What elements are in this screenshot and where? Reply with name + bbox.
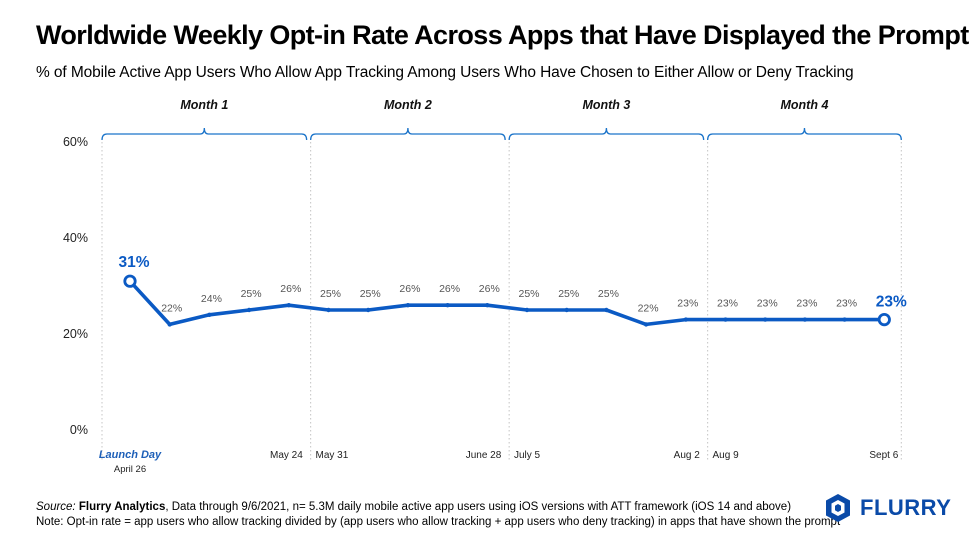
y-tick-label: 40% [63, 231, 88, 245]
data-label: 26% [399, 283, 420, 295]
data-point [207, 312, 212, 317]
data-point [723, 317, 728, 322]
month-bracket [508, 127, 705, 141]
data-label: 25% [598, 288, 619, 300]
data-label: 23% [717, 298, 738, 310]
data-label: 26% [439, 283, 460, 295]
y-tick-label: 60% [63, 135, 88, 149]
chart-subtitle: % of Mobile Active App Users Who Allow A… [36, 64, 854, 81]
data-point [763, 317, 768, 322]
data-point [123, 274, 137, 288]
note-line: Note: Opt-in rate = app users who allow … [36, 516, 841, 528]
data-point [326, 307, 331, 313]
data-point [643, 322, 649, 327]
flurry-logo-icon [826, 494, 850, 522]
line-chart: Month 1 Month 2 Month 3 Month 4 0% 20% 40% 60% 3… [63, 98, 907, 475]
source-line: Source: Flurry Analytics, Data through 9… [36, 500, 840, 515]
data-point [445, 303, 450, 308]
x-date-label: May 24 [270, 450, 303, 461]
data-label: 23% [836, 298, 857, 310]
data-point [167, 322, 172, 327]
data-point [877, 312, 891, 327]
x-date-label: Sept 6 [869, 450, 898, 461]
month-label: Month 3 [582, 98, 630, 112]
data-label: 23% [876, 294, 907, 311]
data-label: 25% [518, 288, 539, 300]
data-label: 22% [638, 302, 659, 314]
x-date-label: Aug 9 [713, 450, 740, 461]
month-label: Month 1 [180, 98, 228, 112]
data-label: 26% [280, 283, 301, 295]
chart-title: Worldwide Weekly Opt-in Rate Across Apps… [36, 20, 969, 50]
data-label: 23% [677, 298, 698, 310]
data-label: 25% [320, 288, 341, 300]
flurry-logo: FLURRY [823, 493, 951, 523]
data-point [366, 307, 371, 313]
x-date-label: April 26 [114, 464, 146, 475]
data-point [524, 307, 530, 313]
source-text: , Data through 9/6/2021, n= 5.3M daily m… [165, 501, 792, 513]
x-date-label: Launch Day [99, 449, 162, 461]
y-tick-label: 20% [63, 327, 88, 341]
month-bracket [101, 127, 308, 141]
data-point [485, 303, 490, 308]
data-point [405, 303, 411, 308]
chart-footer: Source: Flurry Analytics, Data through 9… [36, 500, 840, 530]
data-point [683, 317, 688, 322]
data-label: 31% [118, 254, 149, 271]
data-point [802, 317, 808, 322]
source-name: Flurry Analytics [78, 501, 166, 513]
month-bracket [707, 127, 902, 141]
x-date-label: June 28 [466, 450, 502, 461]
month-bracket [310, 127, 506, 141]
data-label: 25% [360, 288, 381, 300]
data-point [246, 307, 252, 313]
y-tick-label: 0% [70, 423, 88, 437]
data-label: 25% [558, 288, 579, 300]
data-point [842, 317, 847, 322]
flurry-logo-text: FLURRY [860, 495, 952, 520]
data-label: 24% [201, 293, 222, 305]
data-label: 22% [161, 302, 182, 314]
data-point [286, 303, 291, 308]
data-point [604, 307, 609, 313]
source-prefix: Source: [36, 501, 76, 513]
data-label: 23% [757, 298, 778, 310]
x-date-label: July 5 [514, 450, 541, 461]
data-label: 26% [479, 283, 500, 295]
x-date-label: May 31 [316, 450, 349, 461]
data-label: 25% [241, 288, 262, 300]
x-date-label: Aug 2 [674, 450, 701, 461]
data-point [564, 307, 569, 313]
opt-in-rate-line [128, 279, 887, 327]
month-label: Month 4 [781, 98, 829, 112]
data-label: 23% [796, 298, 817, 310]
month-label: Month 2 [384, 98, 432, 112]
